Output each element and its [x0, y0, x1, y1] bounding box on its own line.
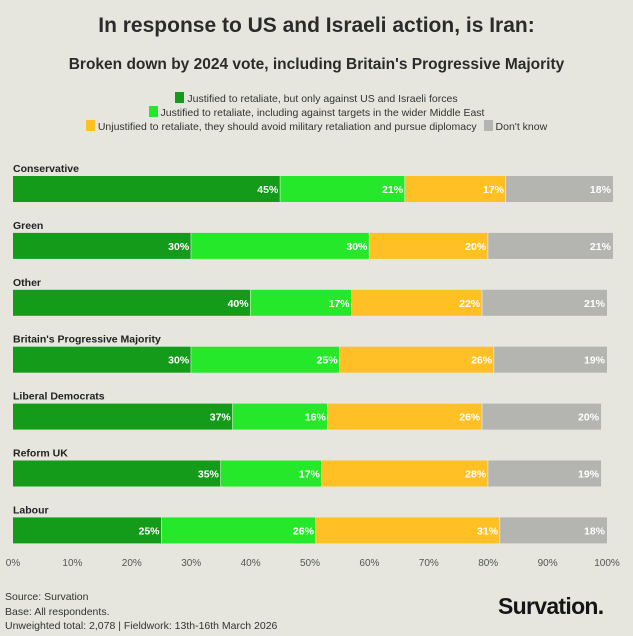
data-label: 20% — [465, 241, 487, 253]
x-tick-label: 60% — [359, 558, 379, 569]
fieldwork-note: Unweighted total: 2,078 | Fieldwork: 13t… — [5, 620, 278, 632]
bar-segment — [13, 517, 162, 544]
legend-swatch — [85, 120, 95, 131]
bar-segment — [488, 460, 602, 487]
bar-segment — [339, 346, 495, 373]
data-label: 21% — [584, 298, 606, 310]
bar-segment — [13, 460, 221, 487]
bar-segment — [13, 346, 192, 373]
x-tick-label: 70% — [419, 558, 439, 569]
stacked-bar-chart: Conservative 45% 21% 17% 18% Green 30% 30% 20% 21… — [6, 163, 620, 569]
data-label: 30% — [168, 241, 190, 253]
data-label: 45% — [257, 184, 279, 196]
x-tick-label: 80% — [478, 558, 498, 569]
legend-item-justified-wider: Justified to retaliate, including agains… — [148, 106, 485, 120]
legend-label: Justified to retaliate, but only against… — [187, 93, 458, 105]
data-label: 37% — [210, 412, 232, 424]
data-label: 17% — [299, 469, 321, 481]
bar-segment — [191, 232, 370, 259]
legend-swatch — [175, 92, 185, 103]
data-label: 40% — [228, 298, 250, 310]
data-label: 20% — [578, 412, 600, 424]
bar-segment — [494, 346, 607, 373]
data-label: 28% — [465, 469, 487, 481]
data-label: 30% — [168, 355, 190, 367]
bar-segment — [250, 289, 352, 316]
data-label: 31% — [477, 525, 499, 537]
category-label: Conservative — [13, 163, 79, 175]
data-label: 19% — [578, 469, 600, 481]
legend-label: Unjustified to retaliate, they should av… — [97, 121, 477, 133]
bar-segment — [488, 232, 613, 259]
bar-segment — [191, 346, 340, 373]
bar-segment — [280, 176, 406, 202]
bar-segment — [315, 517, 501, 544]
data-label: 26% — [293, 525, 315, 537]
x-tick-label: 0% — [6, 558, 21, 569]
data-label: 26% — [471, 355, 493, 367]
x-tick-label: 10% — [62, 558, 82, 569]
bar-segment — [13, 289, 251, 316]
legend-label: Don't know — [495, 121, 548, 133]
legend-item-justified-us-israel: Justified to retaliate, but only against… — [175, 92, 458, 106]
bar-segment — [13, 232, 192, 259]
footer: Source: Survation Base: All respondents.… — [5, 590, 277, 634]
base-note: Base: All respondents. — [5, 605, 110, 618]
category-label: Liberal Democrats — [13, 391, 105, 403]
bar-segment — [327, 403, 483, 430]
bar-segment — [220, 460, 322, 487]
chart-title: In response to US and Israeli action, is… — [98, 14, 535, 37]
category-label: Other — [13, 277, 41, 289]
data-label: 26% — [459, 412, 481, 424]
data-label: 21% — [382, 184, 404, 196]
bar-segment — [369, 232, 489, 259]
x-tick-label: 40% — [241, 558, 261, 569]
bar-segment — [482, 289, 607, 316]
legend-item-dont-know: Don't know — [483, 120, 548, 134]
data-label: 25% — [317, 355, 339, 367]
bar-segment — [405, 176, 507, 202]
bar-segment — [506, 176, 613, 202]
bar-segment — [500, 517, 607, 544]
survation-logo: Survation. — [498, 593, 604, 619]
data-label: 35% — [198, 469, 220, 481]
category-label: Reform UK — [13, 448, 68, 460]
data-label: 17% — [483, 184, 505, 196]
legend-swatch — [148, 106, 158, 117]
x-tick-label: 30% — [181, 558, 201, 569]
bar-segment — [161, 517, 316, 544]
legend-label: Justified to retaliate, including agains… — [160, 107, 485, 119]
x-tick-label: 100% — [594, 558, 620, 569]
bar-segment — [321, 460, 489, 487]
x-tick-label: 20% — [122, 558, 142, 569]
bar-segment — [13, 403, 233, 430]
bar-segment — [351, 289, 483, 316]
chart-subtitle: Broken down by 2024 vote, including Brit… — [68, 56, 565, 73]
data-label: 16% — [305, 412, 327, 424]
data-label: 25% — [138, 525, 160, 537]
data-label: 19% — [584, 355, 606, 367]
category-label: Green — [13, 220, 43, 232]
bar-segment — [232, 403, 328, 430]
data-label: 22% — [459, 298, 481, 310]
legend: Justified to retaliate, but only against… — [40, 92, 593, 134]
x-tick-label: 50% — [300, 558, 320, 569]
category-label: Labour — [13, 504, 49, 516]
bar-segment — [482, 403, 602, 430]
data-label: 18% — [590, 184, 612, 196]
data-label: 21% — [590, 241, 612, 253]
bar-segment — [13, 176, 281, 202]
source-note: Source: Survation — [5, 591, 89, 603]
legend-swatch — [483, 120, 493, 131]
data-label: 30% — [346, 241, 368, 253]
legend-item-unjustified: Unjustified to retaliate, they should av… — [85, 120, 477, 134]
x-tick-label: 90% — [538, 558, 558, 569]
data-label: 17% — [329, 298, 351, 310]
category-label: Britain's Progressive Majority — [13, 334, 161, 346]
data-label: 18% — [584, 525, 606, 537]
